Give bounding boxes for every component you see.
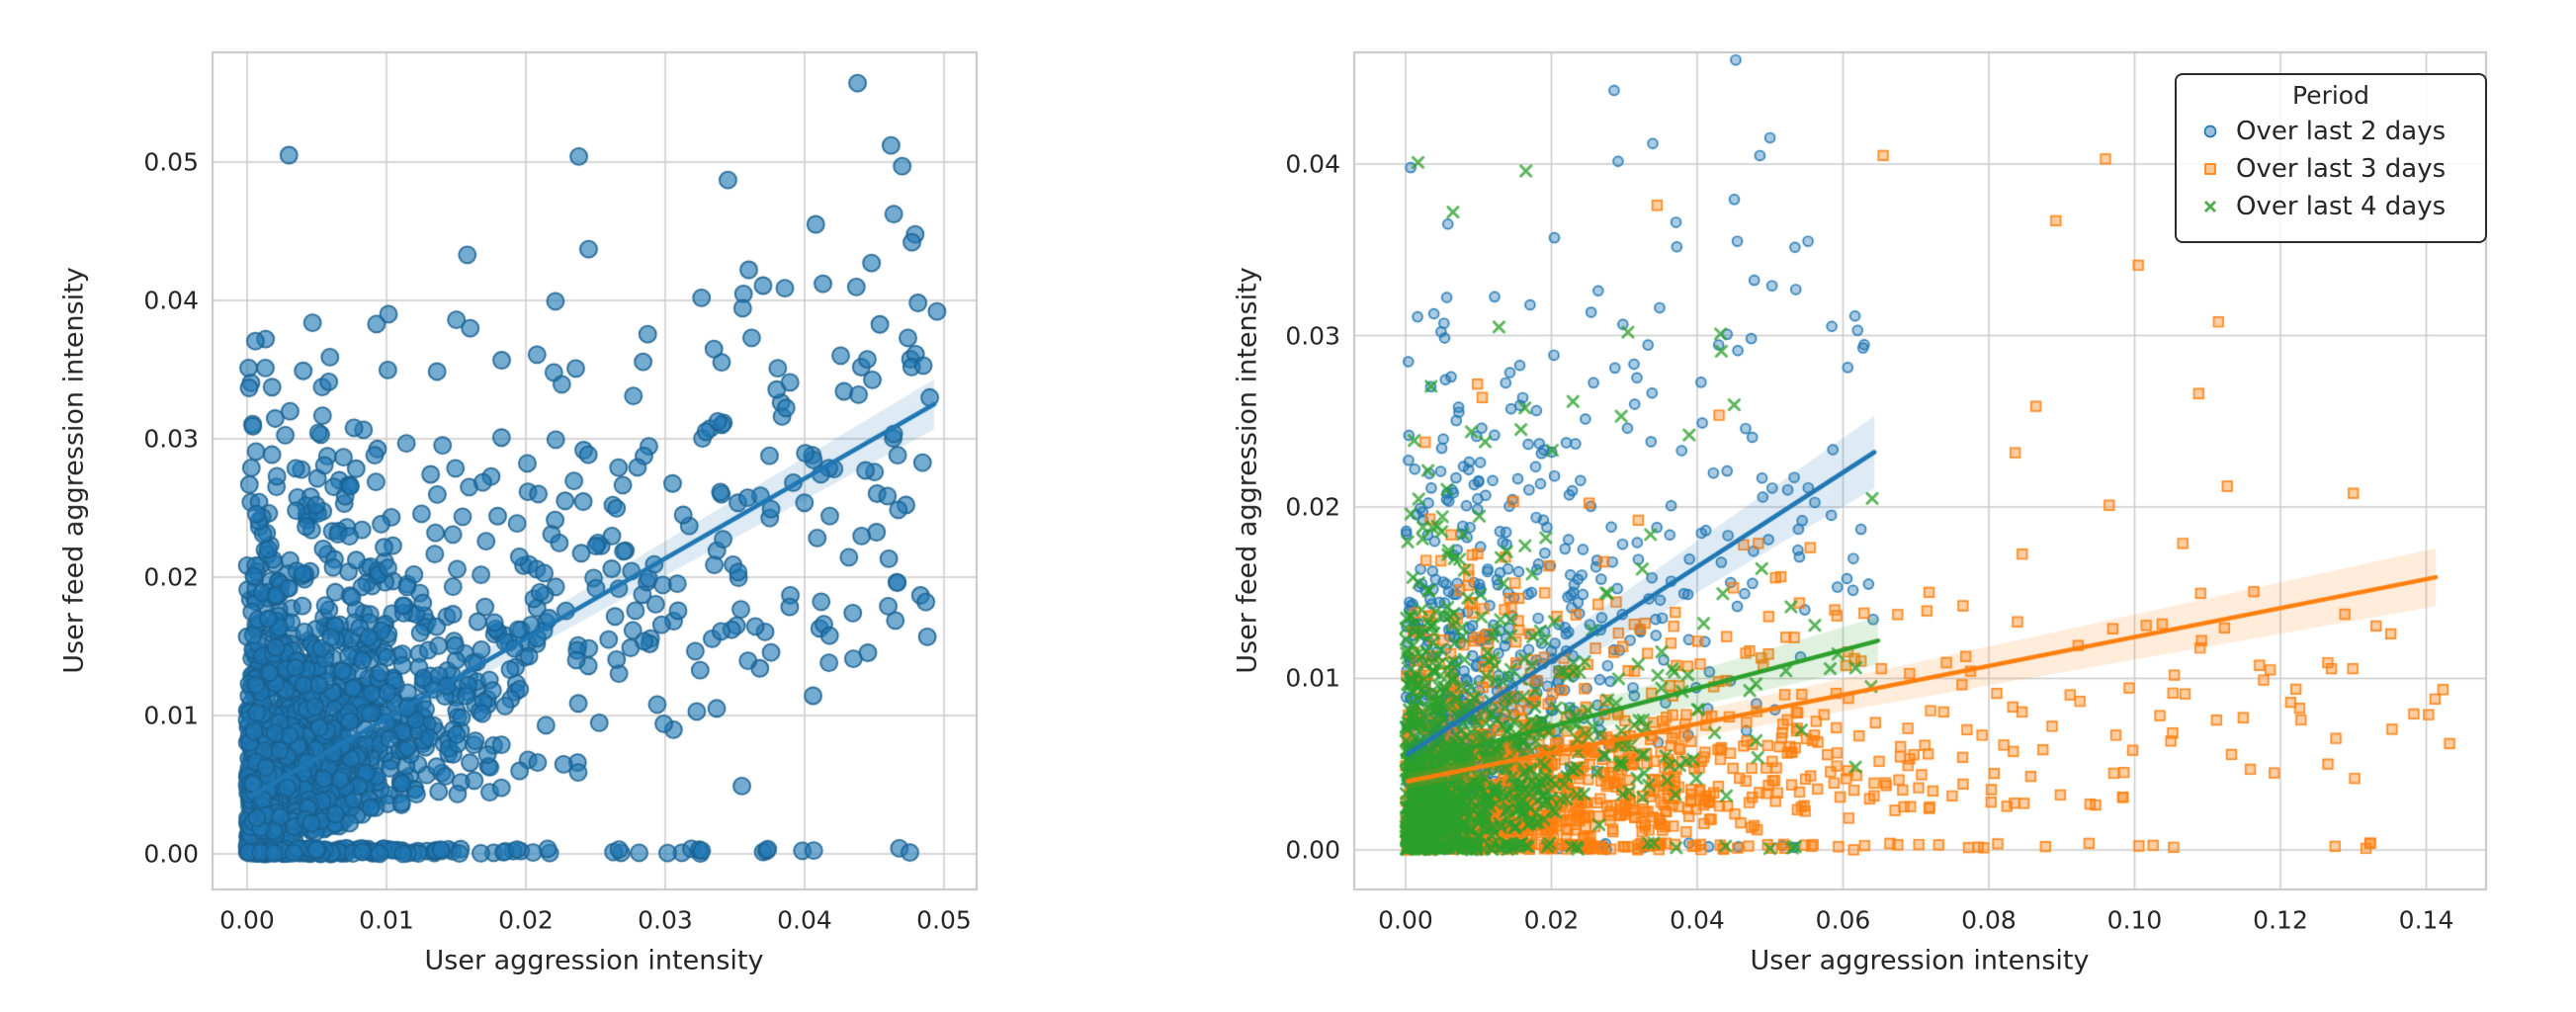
left-plot-y-axis-label: User feed aggression intensity — [58, 267, 90, 674]
right-plot-x-tick-label: 0.02 — [1523, 905, 1580, 935]
left-plot-x-tick-label: 0.01 — [359, 905, 414, 935]
left-plot-x-tick-label: 0.05 — [916, 905, 972, 935]
right-plot-x-tick-label: 0.00 — [1378, 905, 1433, 935]
right-plot-y-tick-label: 0.02 — [1285, 492, 1340, 522]
left-plot-y-tick-label: 0.04 — [143, 286, 199, 315]
left-plot-x-tick-label: 0.04 — [777, 905, 832, 935]
right-plot-x-tick-label: 0.12 — [2253, 905, 2308, 935]
left-plot-y-tick-label: 0.02 — [143, 562, 199, 592]
legend: Period Over last 2 days Over last 3 days… — [2175, 73, 2487, 243]
right-plot-y-axis-label: User feed aggression intensity — [1232, 267, 1263, 674]
right-plot-y-tick-label: 0.00 — [1285, 835, 1340, 865]
x-marker-icon — [2204, 201, 2216, 212]
legend-item-label: Over last 2 days — [2236, 117, 2447, 146]
left-plot-x-tick-label: 0.02 — [498, 905, 554, 935]
left-plot-x-axis-label: User aggression intensity — [424, 945, 764, 976]
square-marker-icon — [2204, 163, 2216, 175]
legend-item-label: Over last 4 days — [2236, 192, 2447, 221]
right-plot-x-tick-label: 0.08 — [1961, 905, 2017, 935]
right-plot-y-tick-label: 0.04 — [1285, 149, 1340, 179]
right-plot-y-tick-label: 0.01 — [1285, 663, 1340, 693]
circle-marker-icon — [2203, 125, 2217, 138]
right-plot-x-tick-label: 0.04 — [1670, 905, 1725, 935]
right-plot-y-tick-label: 0.03 — [1285, 321, 1340, 351]
left-plot-y-tick-label: 0.01 — [143, 701, 199, 730]
right-plot-x-axis-label: User aggression intensity — [1750, 945, 2090, 976]
left-plot-x-tick-label: 0.00 — [219, 905, 275, 935]
right-plot-x-tick-label: 0.10 — [2106, 905, 2163, 935]
legend-item: Over last 3 days — [2177, 150, 2485, 188]
legend-item-label: Over last 3 days — [2236, 154, 2447, 184]
left-plot-y-tick-label: 0.05 — [143, 147, 199, 177]
right-plot-x-tick-label: 0.14 — [2398, 905, 2454, 935]
right-plot-x-tick-label: 0.06 — [1815, 905, 1871, 935]
left-plot-x-tick-label: 0.03 — [638, 905, 693, 935]
legend-item: Over last 4 days — [2177, 188, 2485, 225]
legend-item: Over last 2 days — [2177, 113, 2485, 150]
legend-title: Period — [2292, 81, 2369, 110]
left-plot-y-tick-label: 0.00 — [143, 839, 199, 869]
left-plot-y-tick-label: 0.03 — [143, 424, 199, 454]
